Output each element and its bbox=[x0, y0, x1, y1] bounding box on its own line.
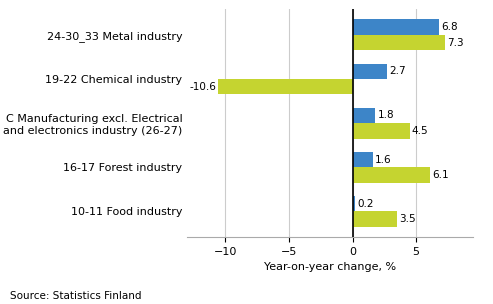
Text: 6.8: 6.8 bbox=[441, 22, 458, 32]
Bar bbox=[352, 35, 445, 50]
Text: 1.6: 1.6 bbox=[375, 154, 391, 164]
Text: 1.8: 1.8 bbox=[377, 110, 394, 120]
Text: 3.5: 3.5 bbox=[399, 214, 416, 224]
Text: 7.3: 7.3 bbox=[447, 38, 464, 48]
Bar bbox=[352, 196, 355, 211]
Bar bbox=[352, 19, 439, 35]
Text: 6.1: 6.1 bbox=[432, 170, 449, 180]
Text: 4.5: 4.5 bbox=[412, 126, 428, 136]
Bar bbox=[352, 152, 373, 167]
X-axis label: Year-on-year change, %: Year-on-year change, % bbox=[264, 262, 396, 272]
Text: -10.6: -10.6 bbox=[189, 82, 216, 92]
Bar bbox=[352, 211, 397, 227]
Text: 0.2: 0.2 bbox=[357, 199, 374, 209]
Bar bbox=[352, 64, 387, 79]
Bar bbox=[352, 167, 430, 183]
Text: 2.7: 2.7 bbox=[389, 66, 405, 76]
Bar bbox=[218, 79, 352, 95]
Bar bbox=[352, 108, 376, 123]
Text: Source: Statistics Finland: Source: Statistics Finland bbox=[10, 291, 141, 301]
Bar bbox=[352, 123, 410, 139]
